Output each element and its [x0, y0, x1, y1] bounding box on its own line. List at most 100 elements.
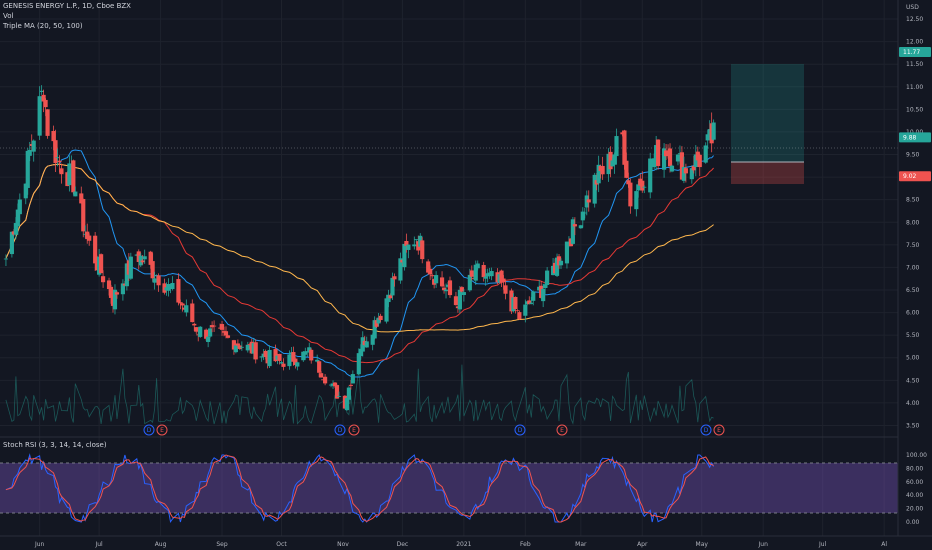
candle[interactable] — [150, 253, 155, 282]
candle[interactable] — [245, 341, 250, 353]
time-axis[interactable]: Jun Jul Aug Sep Oct Nov Dec 2021 Feb Mar Apr May Jun… — [34, 541, 887, 548]
candle[interactable] — [142, 249, 147, 264]
candle[interactable] — [475, 260, 480, 271]
candle[interactable] — [176, 273, 181, 306]
candle[interactable] — [461, 289, 466, 302]
candle[interactable] — [350, 370, 355, 384]
candle[interactable] — [596, 155, 601, 193]
candle[interactable] — [515, 309, 520, 312]
candle[interactable] — [683, 163, 688, 183]
candle[interactable] — [372, 316, 377, 340]
long-position-loss-zone[interactable] — [731, 162, 804, 184]
candle[interactable] — [392, 273, 397, 287]
candle[interactable] — [128, 252, 133, 280]
candle[interactable] — [67, 155, 72, 192]
candle[interactable] — [9, 231, 14, 258]
dividend-marker[interactable]: D — [514, 424, 526, 436]
dividend-marker[interactable]: D — [334, 424, 346, 436]
candle[interactable] — [428, 265, 433, 280]
candle[interactable] — [53, 129, 58, 172]
candle[interactable] — [225, 334, 231, 339]
stoch-axis[interactable]: 100.00 80.00 60.00 40.00 20.00 0.00 — [906, 452, 927, 526]
candle[interactable] — [206, 335, 211, 348]
candle[interactable] — [180, 302, 185, 312]
candle[interactable] — [459, 286, 464, 293]
candle[interactable] — [570, 216, 575, 245]
candle[interactable] — [309, 348, 314, 364]
candle[interactable] — [303, 347, 308, 360]
candle[interactable] — [3, 254, 9, 266]
candle[interactable] — [703, 142, 708, 164]
candle[interactable] — [640, 171, 645, 193]
candle[interactable] — [219, 320, 225, 336]
candlestick-series[interactable] — [3, 85, 716, 411]
symbol-title[interactable]: GENESIS ENERGY L.P., 1D, Cboe BZX — [3, 2, 131, 10]
candle[interactable] — [545, 267, 550, 288]
candle[interactable] — [697, 153, 702, 177]
candle[interactable] — [648, 152, 653, 199]
candle[interactable] — [114, 291, 120, 299]
candle[interactable] — [279, 360, 284, 365]
candle[interactable] — [430, 273, 435, 279]
candle[interactable] — [572, 217, 577, 236]
candle[interactable] — [281, 358, 286, 371]
candle[interactable] — [364, 336, 369, 348]
candle[interactable] — [412, 236, 417, 250]
candle[interactable] — [586, 190, 591, 212]
candle[interactable] — [675, 154, 681, 166]
candle[interactable] — [17, 193, 22, 222]
candle[interactable] — [184, 299, 189, 317]
candle[interactable] — [582, 207, 587, 219]
candle[interactable] — [31, 139, 36, 162]
long-position-profit-zone[interactable] — [731, 64, 804, 162]
candle[interactable] — [612, 152, 617, 174]
candle[interactable] — [642, 185, 647, 194]
dividend-marker[interactable]: D — [700, 424, 712, 436]
stoch-legend[interactable]: Stoch RSI (3, 3, 14, 14, close) — [3, 441, 107, 449]
candle[interactable] — [564, 241, 570, 269]
candle[interactable] — [420, 237, 425, 264]
candle[interactable] — [73, 186, 78, 197]
candle[interactable] — [669, 164, 675, 173]
candle[interactable] — [112, 284, 118, 315]
volume-legend[interactable]: Vol — [3, 12, 14, 20]
candle[interactable] — [483, 268, 488, 286]
candle[interactable] — [711, 119, 716, 141]
candle[interactable] — [37, 86, 42, 140]
candle[interactable] — [531, 290, 536, 306]
candle[interactable] — [152, 271, 157, 290]
candle[interactable] — [398, 252, 403, 284]
candle[interactable] — [346, 386, 351, 405]
candle[interactable] — [87, 233, 92, 246]
candle[interactable] — [323, 374, 328, 386]
candle[interactable] — [503, 280, 508, 300]
candle[interactable] — [558, 258, 564, 270]
candle[interactable] — [71, 159, 76, 195]
candle[interactable] — [81, 198, 86, 238]
candle[interactable] — [453, 291, 459, 306]
candle[interactable] — [156, 273, 161, 292]
candle[interactable] — [25, 148, 30, 195]
candle[interactable] — [212, 320, 217, 332]
candle[interactable] — [39, 85, 44, 95]
candle[interactable] — [578, 224, 583, 229]
candle[interactable] — [439, 271, 445, 288]
candle[interactable] — [469, 265, 474, 281]
candle[interactable] — [239, 341, 244, 351]
earnings-marker[interactable]: E — [556, 424, 568, 436]
candle[interactable] — [295, 361, 300, 371]
candle[interactable] — [662, 143, 667, 178]
candle[interactable] — [55, 148, 60, 167]
candle[interactable] — [198, 326, 203, 338]
candle[interactable] — [600, 156, 605, 180]
candle[interactable] — [434, 271, 439, 288]
candle[interactable] — [45, 109, 50, 139]
candle[interactable] — [517, 310, 522, 320]
candle[interactable] — [194, 327, 199, 334]
candle[interactable] — [253, 339, 258, 364]
candle[interactable] — [99, 253, 104, 274]
candle[interactable] — [59, 163, 64, 184]
candle[interactable] — [634, 189, 639, 217]
